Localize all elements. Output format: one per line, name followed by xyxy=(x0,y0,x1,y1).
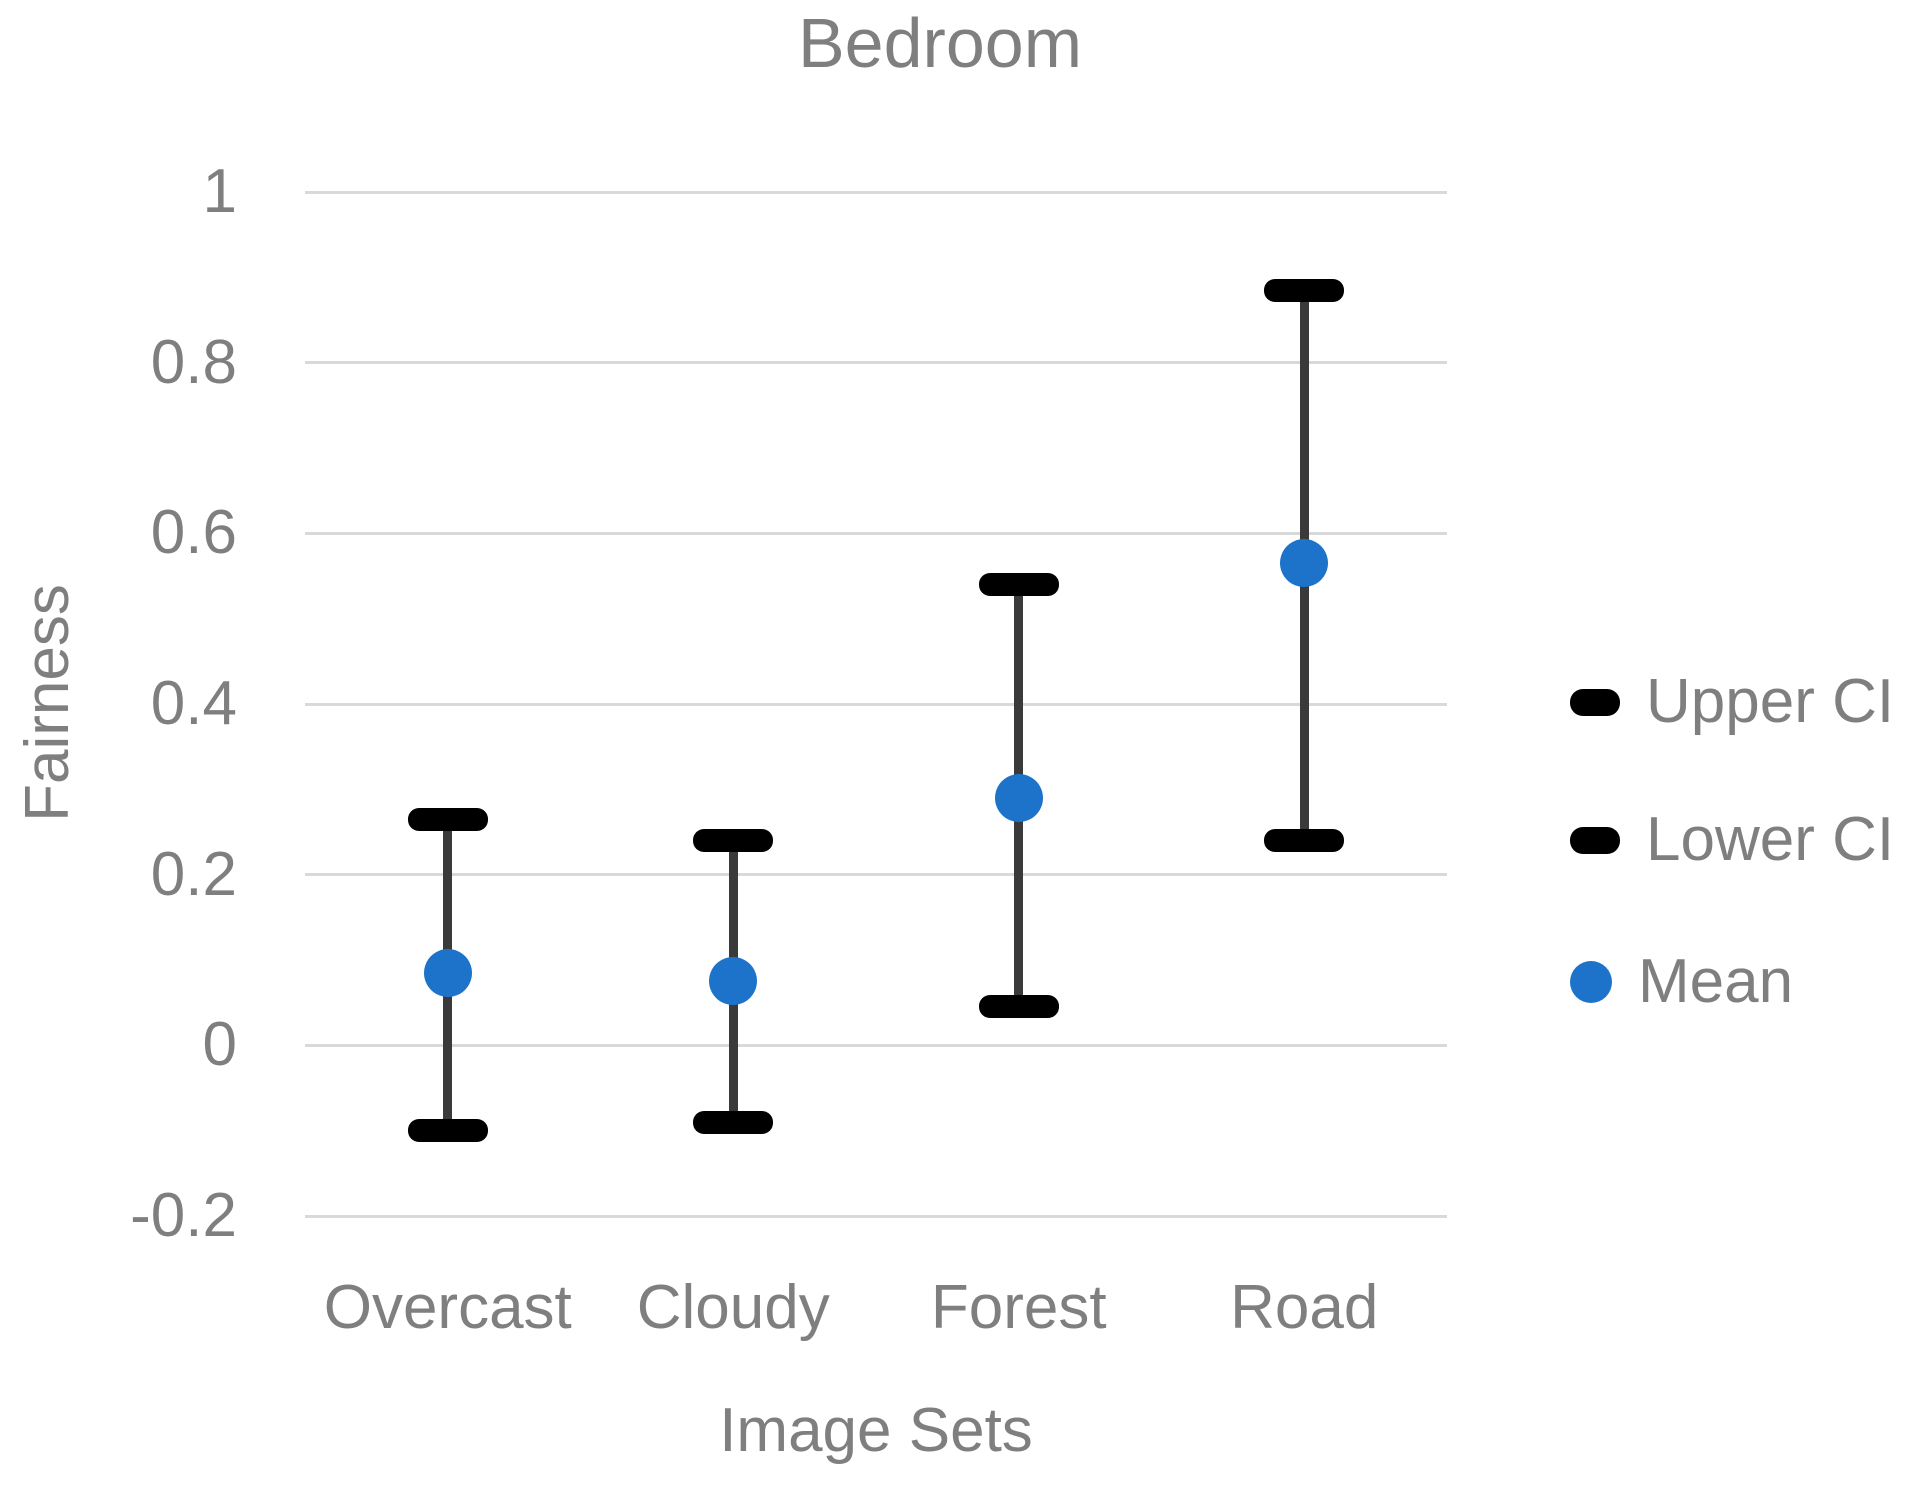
upper-ci-cap-cloudy xyxy=(693,829,774,853)
gridline xyxy=(305,1214,1447,1218)
legend-label: Mean xyxy=(1638,947,1794,1016)
gridline xyxy=(305,531,1447,535)
mean-dot-icon xyxy=(1570,961,1612,1003)
mean-dot-forest xyxy=(994,773,1043,822)
legend-label: Lower CI xyxy=(1646,805,1895,874)
upper-ci-cap-road xyxy=(1264,278,1345,302)
chart-title: Bedroom xyxy=(797,4,1083,82)
gridline xyxy=(305,873,1447,877)
lower-ci-cap-cloudy xyxy=(693,1110,774,1134)
y-tick-label: 0.2 xyxy=(150,839,237,909)
y-tick-label: 0.4 xyxy=(150,669,237,738)
x-category-label-forest: Forest xyxy=(930,1273,1107,1342)
y-tick-label: 0 xyxy=(202,1010,237,1080)
legend-item-mean: Mean xyxy=(1570,951,1793,1013)
lower-ci-cap-icon xyxy=(1570,826,1620,854)
upper-ci-cap-forest xyxy=(978,573,1059,597)
gridline xyxy=(305,361,1447,365)
mean-dot-road xyxy=(1280,539,1329,588)
y-tick-label: 0.8 xyxy=(150,327,237,397)
lower-ci-cap-road xyxy=(1264,829,1345,853)
lower-ci-cap-overcast xyxy=(407,1119,488,1143)
y-tick-label: 1 xyxy=(202,157,237,226)
mean-dot-overcast xyxy=(423,948,472,997)
y-tick-label: -0.2 xyxy=(130,1181,237,1250)
gridline xyxy=(305,702,1447,706)
x-category-label-road: Road xyxy=(1230,1273,1379,1342)
upper-ci-cap-icon xyxy=(1570,688,1620,716)
upper-ci-cap-overcast xyxy=(407,807,488,831)
x-axis-title: Image Sets xyxy=(719,1396,1033,1465)
legend-item-lower-ci: Lower CI xyxy=(1570,809,1894,871)
lower-ci-cap-forest xyxy=(978,995,1059,1019)
gridline xyxy=(305,190,1447,194)
x-category-label-overcast: Overcast xyxy=(323,1273,572,1342)
legend-item-upper-ci: Upper CI xyxy=(1570,671,1894,733)
mean-dot-cloudy xyxy=(709,957,758,1006)
legend-label: Upper CI xyxy=(1646,667,1895,736)
y-tick-label: 0.6 xyxy=(150,498,237,568)
x-category-label-cloudy: Cloudy xyxy=(636,1273,830,1342)
gridline xyxy=(305,1043,1447,1047)
